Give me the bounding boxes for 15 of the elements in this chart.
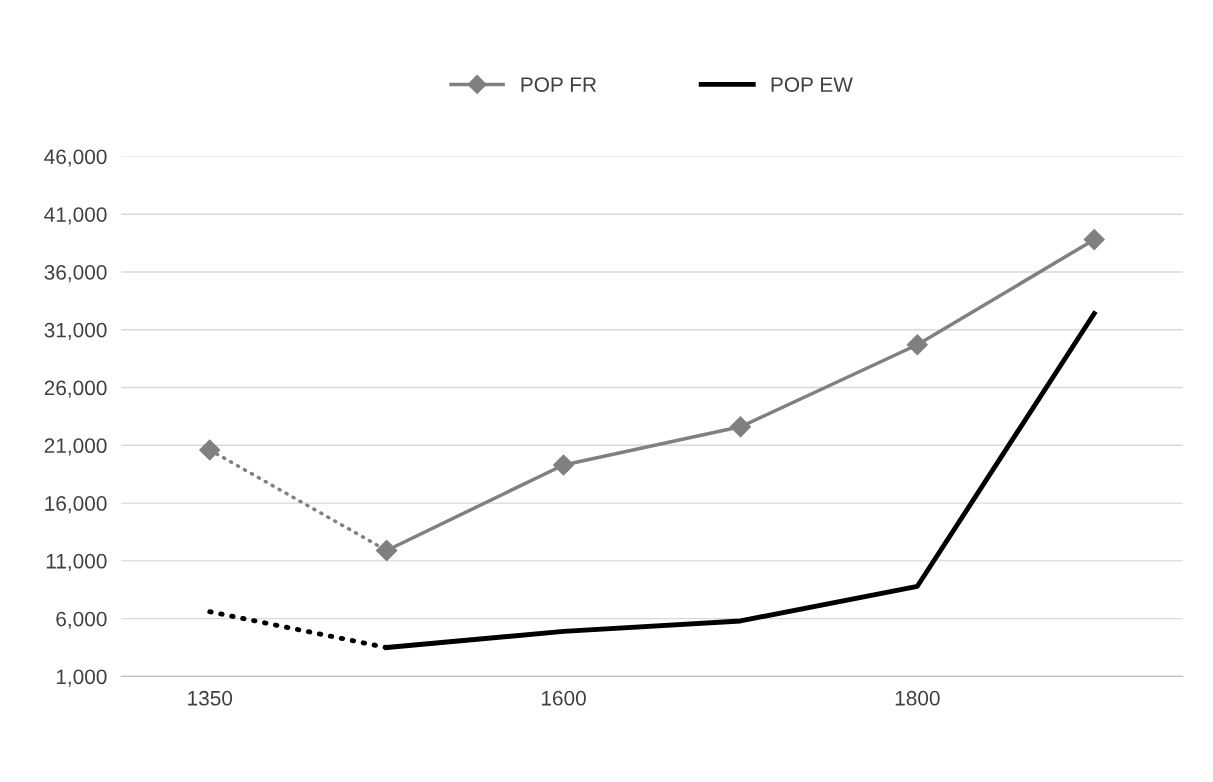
legend-label: POP EW <box>771 77 853 92</box>
legend-label: POP FR <box>521 77 597 92</box>
y-tick-label: 36,000 <box>44 264 107 283</box>
y-tick-label: 21,000 <box>44 438 107 456</box>
x-tick-label: 1800 <box>895 690 940 706</box>
y-tick-label: 11,000 <box>46 553 107 572</box>
x-tick-label: 1600 <box>541 690 586 706</box>
y-tick-label: 16,000 <box>45 496 107 514</box>
x-tick-label: 1350 <box>188 690 233 706</box>
y-tick-label: 31,000 <box>44 322 107 340</box>
y-tick-label: 26,000 <box>44 380 107 398</box>
y-tick-label: 6,000 <box>56 611 107 629</box>
y-tick-label: 1,000 <box>56 669 107 687</box>
y-tick-label: 46,000 <box>44 149 107 167</box>
y-tick-label: 41,000 <box>44 207 107 225</box>
